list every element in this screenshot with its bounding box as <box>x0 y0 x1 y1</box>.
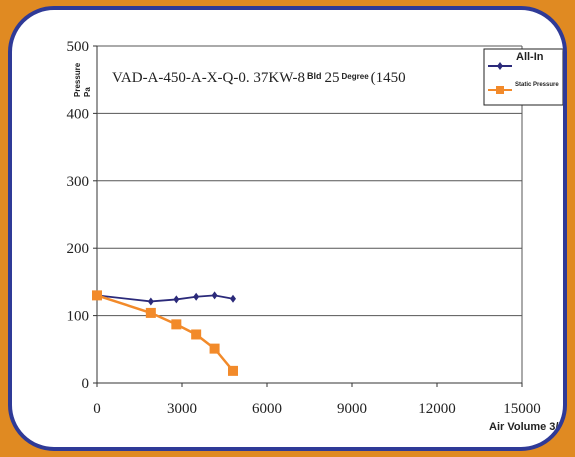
legend-marker-static-pressure <box>496 86 504 94</box>
y-tick-label-500: 500 <box>67 39 90 55</box>
x-tick-label-6000: 6000 <box>252 401 282 417</box>
point-static-pressure-5 <box>228 365 238 376</box>
point-static-pressure-3 <box>191 329 202 340</box>
point-all-in-3 <box>193 292 200 301</box>
chart-title-part4: Degree <box>342 72 370 81</box>
legend-label-all-in: All-In <box>516 51 544 63</box>
point-all-in-2 <box>173 295 180 304</box>
chart-title-part1: VAD-A-450-A-X-Q-0. 37KW-8 <box>112 70 305 86</box>
x-axis-label: Air Volume 3/h <box>489 421 563 433</box>
series-line-all-in <box>96 294 234 303</box>
point-static-pressure-1 <box>145 307 156 318</box>
series-layer <box>92 290 238 376</box>
point-all-in-5 <box>230 294 236 303</box>
chart-title-part5: (1450 <box>371 70 406 86</box>
legend-label-static-pressure: Static Pressure <box>515 82 559 88</box>
chart-frame: 0 100 200 300 400 500 0 3000 6000 9000 12000 15000… <box>8 6 567 451</box>
x-tick-label-0: 0 <box>93 401 101 417</box>
x-tick-labels: 0 3000 6000 9000 12000 15000 <box>93 401 541 417</box>
legend-box <box>483 48 563 106</box>
x-tick-label-15000: 15000 <box>503 401 541 417</box>
y-tick-label-400: 400 <box>67 106 90 122</box>
series-line-static-pressure <box>96 294 234 372</box>
gridlines <box>93 45 523 387</box>
point-static-pressure-0 <box>92 290 102 301</box>
chart-title: VAD-A-450-A-X-Q-0. 37KW-8 Bld 25 Degree (145… <box>112 70 406 86</box>
chart-title-part2: Bld <box>307 71 322 81</box>
point-all-in-1 <box>147 297 154 306</box>
y-tick-label-300: 300 <box>67 174 90 190</box>
x-tick-label-12000: 12000 <box>418 401 456 417</box>
chart-title-part3: 25 <box>325 70 340 86</box>
point-static-pressure-2 <box>171 319 182 330</box>
x-tick-label-3000: 3000 <box>167 401 197 417</box>
legend-marker-all-in <box>497 62 503 70</box>
y-tick-labels: 0 100 200 300 400 500 <box>67 39 90 392</box>
y-axis-label-line2: Pa <box>83 87 92 97</box>
chart-svg: 0 100 200 300 400 500 0 3000 6000 9000 12000 15000… <box>67 39 563 433</box>
x-tick-label-9000: 9000 <box>337 401 367 417</box>
point-static-pressure-4 <box>209 343 220 354</box>
y-tick-label-0: 0 <box>82 376 90 392</box>
point-all-in-4 <box>211 291 218 300</box>
y-axis-label-line1: Pressure <box>73 62 82 97</box>
y-tick-label-100: 100 <box>67 309 90 325</box>
legend: All-In Static Pressure <box>483 48 563 106</box>
y-tick-label-200: 200 <box>67 241 90 257</box>
